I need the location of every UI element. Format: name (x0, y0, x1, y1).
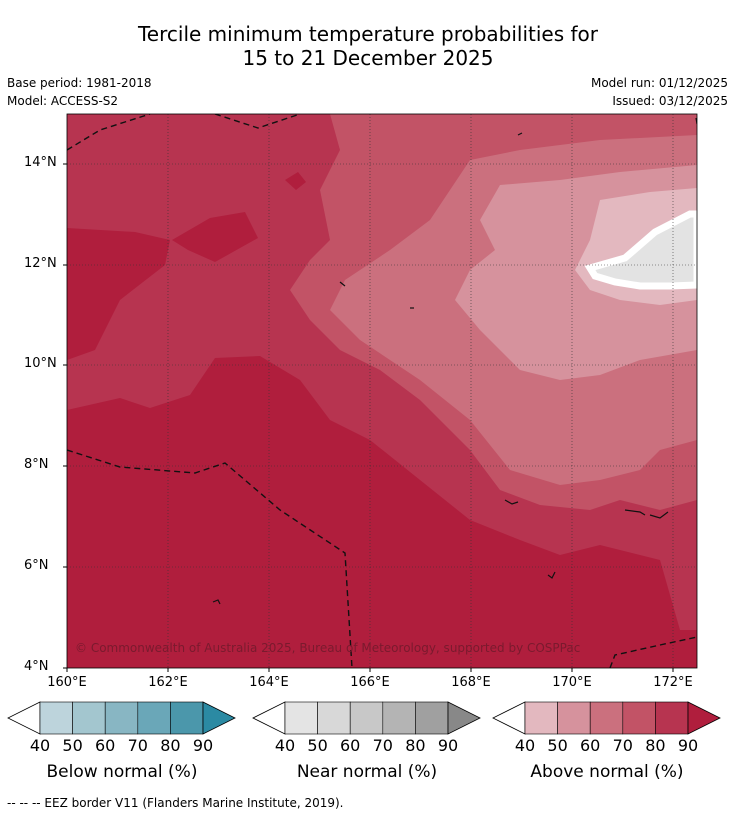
lat-label-14: 14°N (24, 155, 57, 170)
colorbar-label-above: Above normal (%) (530, 762, 684, 782)
colorbar-near-tick: 70 (372, 736, 393, 755)
axis-ticks (63, 163, 674, 672)
base-period: Base period: 1981-2018 (7, 76, 152, 90)
gridlines (67, 114, 697, 668)
map-title: Tercile minimum temperature probabilitie… (0, 22, 736, 70)
issued-date: Issued: 03/12/2025 (612, 94, 728, 108)
colorbar-below-segment (39, 701, 73, 735)
colorbar-above-low-arrow (492, 701, 526, 735)
copyright-notice: © Commonwealth of Australia 2025, Bureau… (75, 641, 581, 655)
colorbar-above-tick: 90 (677, 736, 699, 755)
colorbar-above-segment (557, 701, 591, 735)
lon-label-170: 170°E (552, 675, 592, 690)
model-name: Model: ACCESS-S2 (7, 94, 119, 108)
colorbar-near-tick: 80 (405, 736, 426, 755)
lat-label-12: 12°N (24, 256, 57, 271)
colorbar-below-tick: 50 (62, 736, 83, 755)
colorbar-below-tick: 90 (192, 736, 214, 755)
colorbar-below-tick: 70 (127, 736, 148, 755)
meta-right: Model run: 01/12/2025 Issued: 03/12/2025 (591, 74, 728, 110)
colorbar-above-segment (524, 701, 558, 735)
map-frame (66, 113, 698, 669)
lon-label-166: 166°E (350, 675, 390, 690)
colorbar-below-tick: 40 (29, 736, 51, 755)
lat-label-8: 8°N (24, 457, 49, 472)
islands (212, 117, 697, 605)
model-run: Model run: 01/12/2025 (590, 76, 728, 90)
colorbar-above-tick: 70 (612, 736, 633, 755)
colorbar-below-high-arrow (202, 701, 236, 735)
meta-left: Base period: 1981-2018 Model: ACCESS-S2 (7, 74, 152, 110)
colorbar-near-segment (415, 701, 449, 735)
colorbar-above-tick: 40 (514, 736, 536, 755)
colorbar-near-segment (349, 701, 384, 735)
lat-label-10: 10°N (24, 356, 57, 371)
colorbar-near-tick: 40 (274, 736, 296, 755)
colorbar-label-below: Below normal (%) (46, 762, 198, 782)
lon-label-168: 168°E (451, 675, 491, 690)
colorbar-below-segment (104, 701, 139, 735)
colorbar-label-near: Near normal (%) (296, 762, 438, 782)
colorbar-above-high-arrow (687, 701, 721, 735)
colorbar-below-tick: 80 (160, 736, 181, 755)
colorbar-near-segment (317, 701, 351, 735)
colorbar-near-segment (284, 701, 318, 735)
colorbar-near-tick: 60 (340, 736, 361, 755)
colorbar-near-tick: 90 (437, 736, 459, 755)
near-normal-region (584, 210, 697, 290)
lon-label-164: 164°E (249, 675, 289, 690)
colorbar-above-tick: 50 (547, 736, 568, 755)
colorbar-near-segment (382, 701, 416, 735)
colorbar-above-tick: 60 (580, 736, 601, 755)
colorbar-below-low-arrow (7, 701, 41, 735)
colorbar-near-high-arrow (447, 701, 481, 735)
colorbar-above-tick: 80 (645, 736, 666, 755)
colorbar-below-segment (170, 701, 204, 735)
colorbar-below-tick: 60 (95, 736, 116, 755)
lat-label-4: 4°N (24, 659, 49, 674)
lon-label-160: 160°E (47, 675, 87, 690)
eez-borders (67, 114, 697, 668)
lon-label-172: 172°E (653, 675, 693, 690)
colorbar-above-segment (655, 701, 689, 735)
colorbar-near-tick: 50 (307, 736, 328, 755)
colorbar-above-segment (622, 701, 656, 735)
blob-90-b (285, 172, 306, 190)
colorbar-below-segment (137, 701, 171, 735)
title-line-2: 15 to 21 December 2025 (242, 46, 494, 70)
colorbar-above-segment (589, 701, 624, 735)
eez-footnote: -- -- -- EEZ border V11 (Flanders Marine… (7, 796, 344, 810)
blob-90-a (172, 212, 258, 262)
lon-label-162: 162°E (148, 675, 188, 690)
lat-label-6: 6°N (24, 558, 49, 573)
probability-map (67, 114, 697, 668)
colorbar-below-segment (72, 701, 106, 735)
title-line-1: Tercile minimum temperature probabilitie… (137, 22, 599, 46)
colorbar-near-low-arrow (252, 701, 286, 735)
colorbars (7, 701, 721, 735)
